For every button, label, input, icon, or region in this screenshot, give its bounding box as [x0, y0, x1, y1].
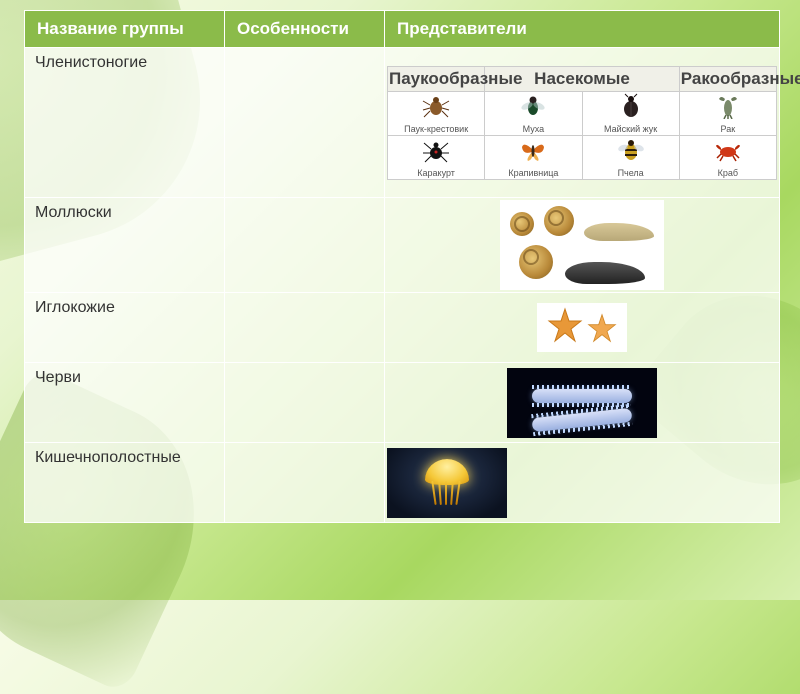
group-name-cell: Членистоногие — [25, 48, 225, 198]
snail-icon — [510, 212, 534, 236]
worm-panel — [507, 368, 657, 438]
arthropod-grid: Паукообразные Насекомые Ракообразные Пау… — [387, 66, 777, 180]
col-header-name: Название группы — [25, 11, 225, 48]
mollusk-panel — [500, 200, 665, 290]
table-row: Черви — [25, 363, 780, 443]
caption: Крапивница — [486, 168, 580, 178]
polychaete-icon — [532, 407, 633, 431]
caption: Краб — [681, 168, 775, 178]
table-row: Моллюски — [25, 198, 780, 293]
echino-panel — [537, 303, 627, 352]
representatives-cell — [385, 443, 780, 523]
features-cell — [225, 443, 385, 523]
caption: Майский жук — [584, 124, 678, 134]
jellyfish-icon — [423, 459, 471, 507]
groups-table: Название группы Особенности Представител… — [24, 10, 780, 523]
caption: Паук-крестовик — [389, 124, 483, 134]
jelly-panel — [387, 448, 507, 518]
group-name-cell: Кишечнополостные — [25, 443, 225, 523]
table-row: Членистоногие Паукообразные Насекомые Ра… — [25, 48, 780, 198]
caption: Каракурт — [389, 168, 483, 178]
col-header-representatives: Представители — [385, 11, 780, 48]
polychaete-icon — [532, 389, 632, 403]
bee-icon — [584, 137, 678, 167]
arthro-header: Паукообразные — [388, 66, 485, 91]
features-cell — [225, 363, 385, 443]
snail-icon — [519, 245, 553, 279]
snail-icon — [544, 206, 574, 236]
arthro-header: Ракообразные — [679, 66, 776, 91]
spider-icon — [389, 93, 483, 123]
features-cell — [225, 48, 385, 198]
representatives-cell: Паукообразные Насекомые Ракообразные Пау… — [385, 48, 780, 198]
features-cell — [225, 198, 385, 293]
slug-icon — [565, 262, 645, 284]
header-row: Название группы Особенности Представител… — [25, 11, 780, 48]
table-row: Кишечнополостные — [25, 443, 780, 523]
group-name-cell: Иглокожие — [25, 293, 225, 363]
caption: Рак — [681, 124, 775, 134]
starfish-icon — [587, 313, 617, 343]
group-name-cell: Моллюски — [25, 198, 225, 293]
representatives-cell — [385, 198, 780, 293]
caption: Пчела — [584, 168, 678, 178]
col-header-features: Особенности — [225, 11, 385, 48]
representatives-cell — [385, 293, 780, 363]
caption: Муха — [486, 124, 580, 134]
table-row: Иглокожие — [25, 293, 780, 363]
crab-icon — [681, 137, 775, 167]
butterfly-icon — [486, 137, 580, 167]
starfish-icon — [547, 307, 583, 343]
representatives-cell — [385, 363, 780, 443]
fly-icon — [486, 93, 580, 123]
slug-icon — [584, 223, 654, 241]
widow-icon — [389, 137, 483, 167]
group-name-cell: Черви — [25, 363, 225, 443]
beetle-icon — [584, 93, 678, 123]
features-cell — [225, 293, 385, 363]
crayfish-icon — [681, 93, 775, 123]
